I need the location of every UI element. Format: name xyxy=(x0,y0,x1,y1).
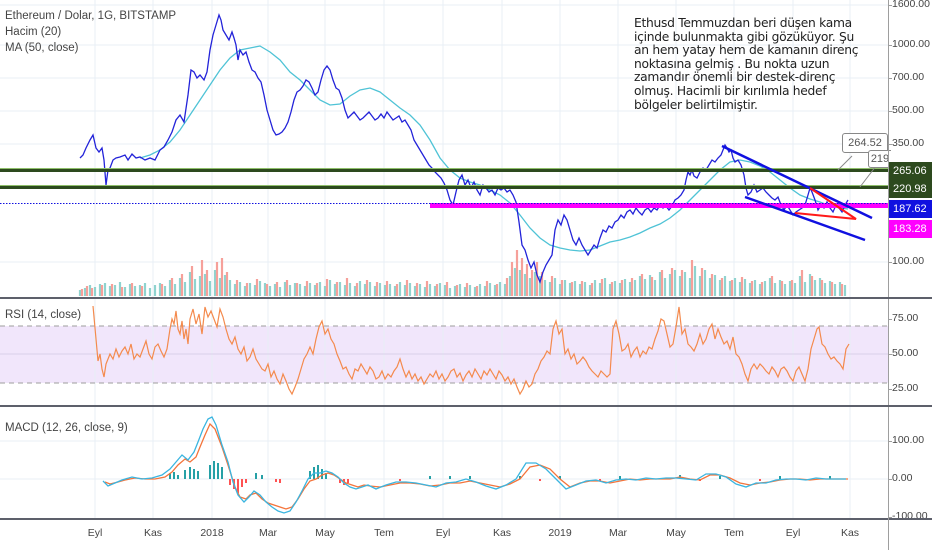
symbol-title[interactable]: Ethereum / Dolar, 1G, BITSTAMP xyxy=(5,10,177,22)
target-callout-1[interactable]: 264.52 xyxy=(842,133,888,153)
resistance-line-265 xyxy=(0,169,888,172)
price-legend: Ethereum / Dolar, 1G, BITSTAMP Hacim (20… xyxy=(5,8,176,56)
time-label: Eyl xyxy=(87,527,103,539)
time-label: May xyxy=(315,527,335,539)
price-axis[interactable]: 1600.00 1000.00 700.00 500.00 350.00 100… xyxy=(887,0,932,297)
target-callout-2[interactable]: 219 xyxy=(868,150,891,168)
price-tick: 700.00 xyxy=(887,71,925,83)
time-label: Mar xyxy=(608,527,628,539)
pane-separator[interactable] xyxy=(0,297,932,299)
rsi-tick: 25.00 xyxy=(887,382,919,394)
macd-chart-canvas xyxy=(0,407,888,518)
price-tick: 1000.00 xyxy=(888,38,930,50)
rsi-line xyxy=(92,305,850,396)
volume-legend[interactable]: Hacim (20) xyxy=(5,26,62,38)
volume-bars xyxy=(78,250,847,296)
price-label-183: 183.28 xyxy=(889,220,932,238)
price-label-265: 265.06 xyxy=(889,162,932,180)
macd-pane[interactable]: MACD (12, 26, close, 9) xyxy=(0,407,888,518)
time-label: Kas xyxy=(840,527,860,539)
time-axis-border xyxy=(0,518,932,520)
rsi-axis[interactable]: 75.00 50.00 25.00 xyxy=(887,299,932,405)
price-label-current: 187.62 xyxy=(889,200,932,218)
pane-separator[interactable] xyxy=(0,405,932,407)
time-label: Tem xyxy=(374,527,394,539)
price-chart-canvas xyxy=(0,0,888,297)
rsi-tick: 75.00 xyxy=(887,312,919,324)
axis-corner xyxy=(888,518,932,550)
time-label: Eyl xyxy=(785,527,801,539)
signal-line xyxy=(104,422,848,510)
price-label-221: 220.98 xyxy=(889,180,932,198)
macd-legend[interactable]: MACD (12, 26, close, 9) xyxy=(5,422,128,434)
ma-line xyxy=(139,45,849,252)
resistance-line-221 xyxy=(0,186,888,189)
macd-line xyxy=(102,416,846,514)
analysis-note[interactable]: Ethusd Temmuzdan beri düşen kama içinde … xyxy=(634,16,859,112)
price-pane[interactable]: Ethereum / Dolar, 1G, BITSTAMP Hacim (20… xyxy=(0,0,891,297)
macd-axis[interactable]: 100.00 0.00 -100.00 xyxy=(887,407,932,522)
time-label: Mar xyxy=(258,527,278,539)
time-label: May xyxy=(666,527,686,539)
rsi-legend[interactable]: RSI (14, close) xyxy=(5,309,82,321)
ma-legend[interactable]: MA (50, close) xyxy=(5,42,79,54)
price-tick: 100.00 xyxy=(887,255,925,267)
macd-tick: 100.00 xyxy=(887,434,925,446)
price-tick: 500.00 xyxy=(887,104,925,116)
time-axis[interactable]: Eyl Kas 2018 Mar May Tem Eyl Kas 2019 Ma… xyxy=(0,520,888,550)
price-tick: 350.00 xyxy=(887,137,925,149)
rsi-pane[interactable]: RSI (14, close) xyxy=(0,299,888,405)
time-label: 2019 xyxy=(548,527,572,539)
rsi-chart-canvas xyxy=(0,299,888,405)
wedge-upper-line xyxy=(721,144,873,220)
macd-tick: 0.00 xyxy=(887,472,913,484)
price-tick: 1600.00 xyxy=(888,0,930,10)
time-label: Eyl xyxy=(435,527,451,539)
time-label: 2018 xyxy=(200,527,224,539)
time-label: Kas xyxy=(492,527,512,539)
time-label: Kas xyxy=(143,527,163,539)
rsi-tick: 50.00 xyxy=(887,347,919,359)
macd-histogram-pos xyxy=(169,461,831,479)
triangle-pattern xyxy=(794,187,857,220)
time-label: Tem xyxy=(724,527,744,539)
support-zone-183 xyxy=(430,203,888,208)
wedge-lower-line xyxy=(744,195,866,242)
